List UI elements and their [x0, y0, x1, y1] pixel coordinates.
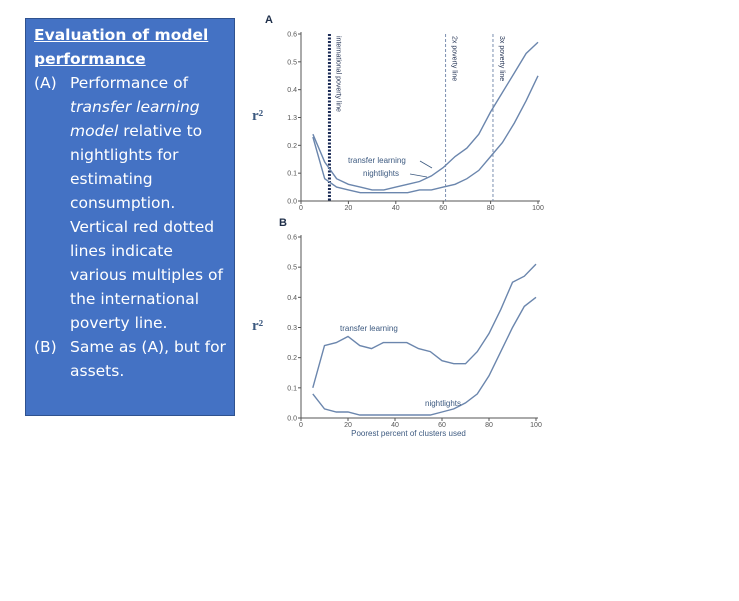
- poverty-line-label: international poverty line: [334, 36, 341, 112]
- x-tick-label: 60: [438, 422, 446, 429]
- y-tick-label: 0.2: [287, 355, 297, 362]
- y-axis-label: r²: [252, 108, 264, 124]
- series-label-transfer-learning: transfer learning: [348, 156, 406, 165]
- y-tick-label: 0.5: [287, 265, 297, 272]
- item-b-label: (B): [34, 338, 57, 356]
- x-tick-label: 0: [299, 205, 303, 212]
- series-label-transfer-learning: transfer learning: [340, 324, 398, 333]
- y-axis-label: r²: [252, 318, 264, 334]
- poverty-line-label: 2x poverty line: [451, 36, 458, 81]
- x-tick-label: 40: [391, 422, 399, 429]
- description-item-a: (A) Performance of transfer learning mod…: [34, 71, 228, 335]
- description-item-b: (B) Same as (A), but for assets.: [34, 335, 228, 383]
- x-tick-label: 100: [532, 205, 544, 212]
- item-a-emphasis: transfer learning model: [70, 98, 200, 140]
- y-tick-label: 0.3: [287, 325, 297, 332]
- y-tick-label: 0.6: [287, 235, 297, 242]
- item-a-pre: Performance of: [70, 74, 189, 92]
- x-tick-label: 20: [345, 205, 353, 212]
- panel-label: B: [279, 217, 287, 229]
- y-tick-label: 0.4: [287, 87, 297, 94]
- y-tick-label: 0.6: [287, 32, 297, 39]
- y-tick-label: 0.0: [287, 416, 297, 423]
- series-line-transfer-learning: [312, 263, 537, 388]
- item-a-post: relative to nightlights for estimating c…: [70, 122, 223, 332]
- description-title: Evaluation of model performance: [34, 26, 209, 68]
- y-tick-label: 0.5: [287, 59, 297, 66]
- x-tick-label: 60: [439, 205, 447, 212]
- series-line-nightlights: [312, 75, 539, 194]
- x-tick-label: 40: [392, 205, 400, 212]
- panel-label: A: [265, 14, 273, 26]
- x-tick-label: 100: [530, 422, 542, 429]
- description-box: Evaluation of model performance (A) Perf…: [25, 18, 235, 416]
- x-tick-label: 80: [485, 422, 493, 429]
- y-tick-label: 0.0: [287, 199, 297, 206]
- x-tick-label: 0: [299, 422, 303, 429]
- chart-panel-b: Br² 0.0 0.1 0.2 0.3 0.4 0.5 0.6 0 20 40 60 80 100 tran…: [252, 217, 542, 438]
- item-a-text: Performance of transfer learning model r…: [70, 71, 228, 335]
- chart-panel-a: Ar² 0.0 0.1 0.2 1.3 0.4 0.5 0.6 0 20 40 60 80 100 inte…: [252, 14, 544, 212]
- series-line-transfer-learning: [312, 41, 539, 191]
- y-tick-label: 0.2: [287, 143, 297, 150]
- item-b-text: Same as (A), but for assets.: [70, 338, 226, 380]
- series-line-nightlights: [312, 296, 537, 416]
- label-arrow: [419, 160, 433, 169]
- series-label-nightlights: nightlights: [363, 169, 399, 178]
- x-tick-label: 20: [344, 422, 352, 429]
- series-label-nightlights: nightlights: [425, 399, 461, 408]
- label-arrow: [409, 173, 428, 178]
- y-tick-label: 0.1: [287, 171, 297, 178]
- poverty-line-label: 3x poverty line: [498, 36, 505, 81]
- y-tick-label: 1.3: [287, 115, 297, 122]
- y-tick-label: 0.1: [287, 385, 297, 392]
- item-a-label: (A): [34, 74, 57, 92]
- x-axis-title: Poorest percent of clusters used: [351, 429, 466, 438]
- y-tick-label: 0.4: [287, 295, 297, 302]
- x-tick-label: 80: [487, 205, 495, 212]
